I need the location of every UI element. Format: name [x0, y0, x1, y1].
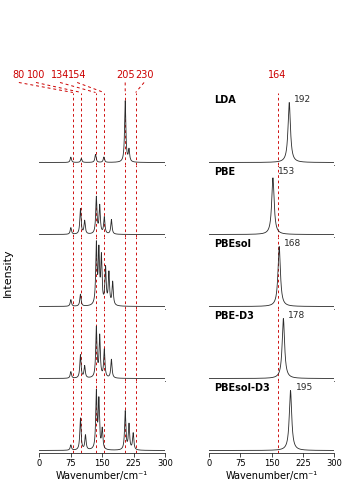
Text: 178: 178	[288, 312, 306, 320]
Text: 230: 230	[135, 70, 153, 80]
Text: 134: 134	[51, 70, 69, 80]
Text: Intensity: Intensity	[2, 248, 13, 297]
Text: 168: 168	[284, 240, 301, 248]
Text: 154: 154	[68, 70, 86, 80]
Text: PBE-D3: PBE-D3	[214, 312, 254, 322]
Text: 205: 205	[116, 70, 134, 80]
X-axis label: Wavenumber/cm⁻¹: Wavenumber/cm⁻¹	[56, 470, 148, 480]
Text: 195: 195	[296, 384, 313, 392]
X-axis label: Wavenumber/cm⁻¹: Wavenumber/cm⁻¹	[226, 470, 318, 480]
Text: 153: 153	[278, 168, 295, 176]
Text: PBE: PBE	[214, 168, 235, 177]
Text: 192: 192	[294, 96, 311, 104]
Text: PBEsol: PBEsol	[214, 240, 251, 250]
Text: PBEsol-D3: PBEsol-D3	[214, 384, 270, 394]
Text: 80: 80	[13, 70, 25, 80]
Text: 164: 164	[268, 70, 287, 80]
Text: 100: 100	[27, 70, 45, 80]
Text: LDA: LDA	[214, 96, 236, 106]
